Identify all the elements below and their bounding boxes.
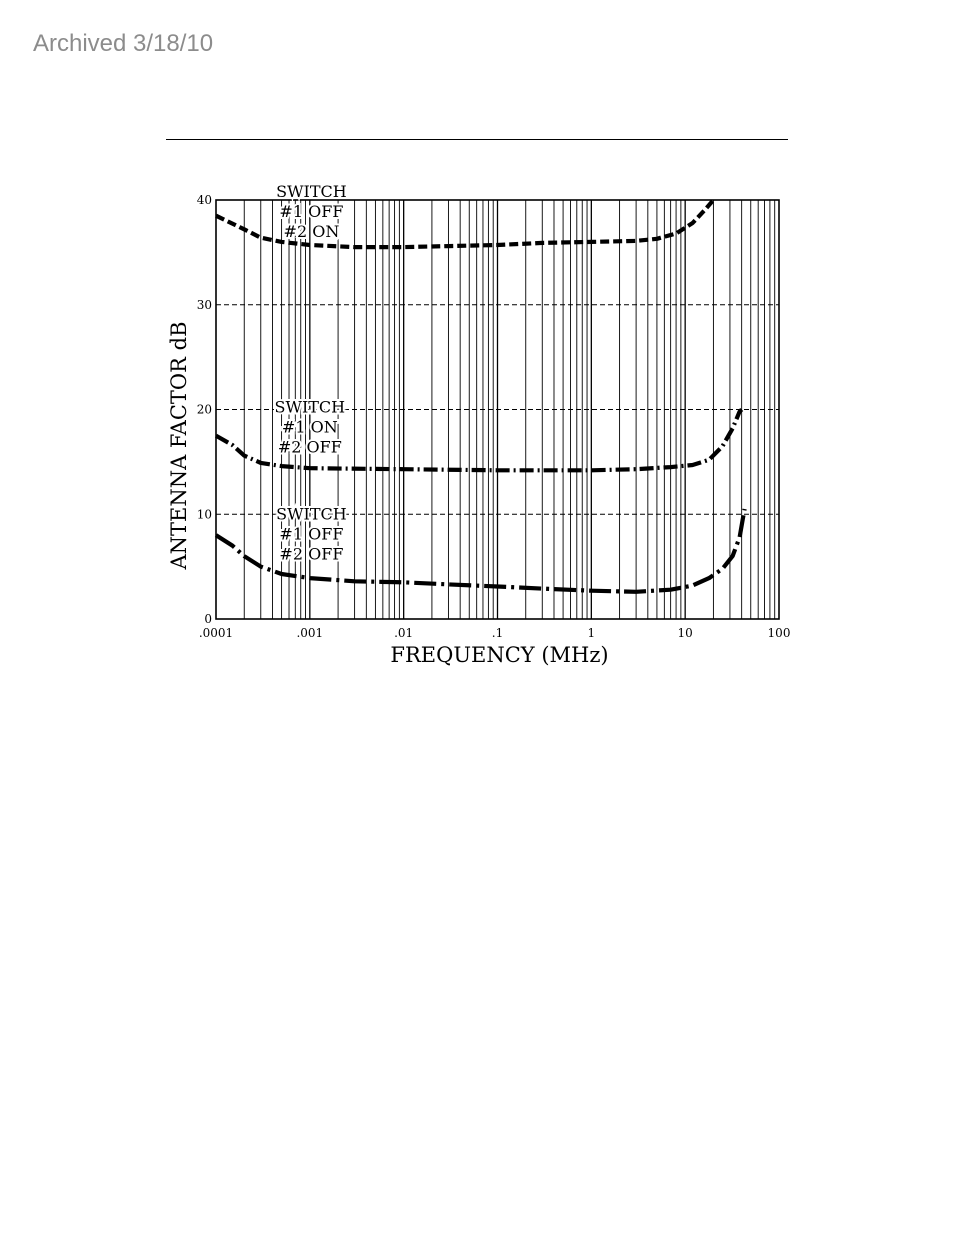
series-3-label-line: SWITCH <box>276 504 347 523</box>
y-tick-labels: 0 10 20 30 40 <box>197 193 212 626</box>
y-axis-title: ANTENNA FACTOR dB <box>167 321 191 570</box>
y-tick-label: 0 <box>204 612 212 626</box>
series-2-label-line: #2 OFF <box>278 438 342 457</box>
x-tick-label: 1 <box>588 626 596 640</box>
series-1-label-line: #2 ON <box>284 222 340 241</box>
series-1-label-line: #1 OFF <box>279 202 343 221</box>
series-1-label-line: SWITCH <box>276 182 347 201</box>
y-tick-label: 10 <box>197 507 212 521</box>
y-tick-label: 40 <box>197 193 212 207</box>
series-line-2 <box>214 408 744 473</box>
x-tick-label: 10 <box>678 626 693 640</box>
series-3-label-line: #1 OFF <box>279 524 343 543</box>
header-rule <box>166 139 788 140</box>
y-tick-label: 20 <box>197 403 212 417</box>
x-tick-labels: .0001 .001 .01 .1 1 10 100 <box>199 626 791 640</box>
x-tick-label: .0001 <box>199 626 233 640</box>
series-line-1 <box>215 198 715 250</box>
series-2-label-line: #1 ON <box>282 418 338 437</box>
horizontal-grid <box>216 304 779 515</box>
x-tick-label: 100 <box>768 626 791 640</box>
y-tick-label: 30 <box>197 298 212 312</box>
series-group <box>214 198 747 594</box>
series-3-label-line: #2 OFF <box>279 544 343 563</box>
x-axis-title: FREQUENCY (MHz) <box>390 643 608 667</box>
x-tick-label: .01 <box>394 626 413 640</box>
plot-frame <box>215 199 780 620</box>
series-2-label-line: SWITCH <box>275 398 346 417</box>
series-line-3 <box>214 508 747 594</box>
x-tick-label: .1 <box>492 626 503 640</box>
archived-date-label: Archived 3/18/10 <box>33 30 214 57</box>
x-tick-label: .001 <box>296 626 323 640</box>
